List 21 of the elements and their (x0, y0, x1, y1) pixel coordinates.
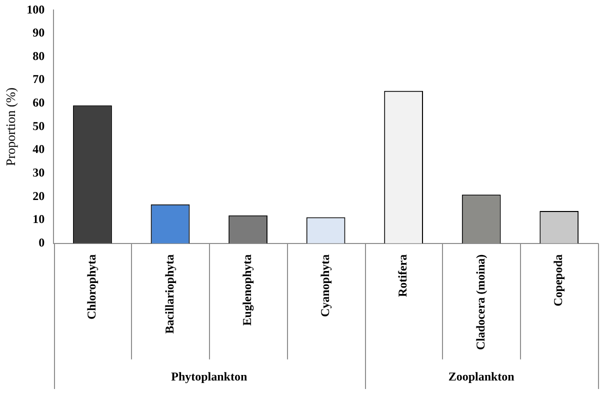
x-tick-label: Cladocera (moina) (473, 254, 488, 350)
text: Phytoplankton (171, 369, 248, 384)
x-tick-label: Copepoda (551, 254, 566, 306)
x-tick-label: Chlorophyta (84, 254, 99, 320)
y-tick-label: 20 (32, 188, 45, 203)
y-tick-label: 100 (26, 2, 45, 16)
y-tick-label: 50 (32, 118, 45, 133)
y-tick-label: 0 (38, 235, 45, 250)
y-tick-label: 40 (32, 142, 45, 156)
y-tick-label: 90 (32, 26, 45, 40)
y-tick-label: 30 (32, 166, 45, 180)
y-tick-label: 60 (32, 96, 45, 110)
x-tick-label: Cyanophyta (318, 254, 332, 318)
y-axis-title: Proportion (%) (3, 88, 18, 166)
y-tick-label: 80 (32, 48, 45, 63)
y-tick-label: 70 (32, 72, 45, 86)
x-tick-label: Euglenophyta (240, 254, 254, 326)
x-tick-label: Rotifera (396, 254, 410, 298)
x-tick-label: Bacillariophyta (162, 254, 176, 334)
text: Zooplankton (448, 369, 515, 384)
y-tick-label: 10 (32, 212, 45, 226)
